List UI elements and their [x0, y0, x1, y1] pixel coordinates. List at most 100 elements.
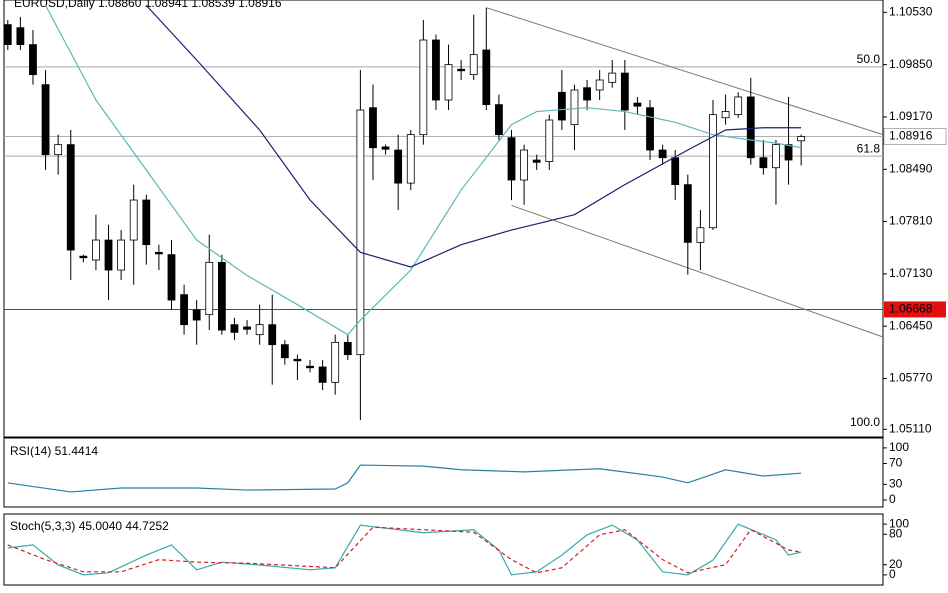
candle-body — [331, 341, 340, 383]
candle-body — [92, 239, 100, 261]
candle-body — [671, 157, 680, 186]
alert-label: 1.06668 — [889, 302, 933, 316]
candle-body — [469, 54, 478, 76]
fib-label: 50.0 — [857, 52, 881, 66]
candle-body — [117, 239, 126, 271]
candle-body — [784, 144, 793, 161]
candle-body — [721, 111, 730, 119]
candle-body — [41, 84, 50, 156]
candle-body — [243, 326, 251, 330]
indicator-line — [7, 523, 802, 576]
y-tick-label: 100 — [889, 440, 909, 454]
candle-body — [29, 44, 37, 76]
candle-body — [356, 109, 365, 356]
candle-body — [280, 344, 289, 359]
y-tick-label: 1.06450 — [889, 318, 933, 332]
y-tick-label: 1.05770 — [889, 371, 933, 385]
price-box — [883, 127, 947, 145]
candle-body — [381, 146, 390, 150]
y-tick-label: 0 — [889, 492, 896, 506]
alert-box — [884, 301, 946, 318]
candle-body — [620, 72, 629, 111]
candle-body — [583, 87, 591, 101]
candle-body — [142, 199, 151, 246]
candle-body — [734, 96, 743, 116]
candle-body — [217, 261, 226, 331]
candle-body — [79, 255, 88, 259]
y-tick-label: 1.09850 — [889, 57, 933, 71]
candle-body — [154, 251, 163, 255]
candle-body — [293, 358, 302, 362]
candle-body — [772, 144, 780, 169]
y-tick-label: 1.07130 — [889, 266, 933, 280]
fib-label: 61.8 — [857, 141, 881, 155]
candle-body — [406, 134, 415, 184]
y-tick-label: 20 — [889, 557, 903, 571]
candle-body — [709, 114, 717, 229]
y-tick-label: 100 — [889, 516, 909, 530]
candle-body — [608, 72, 617, 83]
candle-body — [633, 102, 642, 107]
candle-body — [16, 27, 25, 46]
indicator-line — [45, 5, 802, 336]
indicator-line — [7, 464, 802, 493]
trend-line — [511, 204, 884, 338]
candle-body — [759, 157, 768, 169]
candle-body — [557, 91, 566, 121]
candle-body — [746, 96, 755, 159]
candle-body — [394, 149, 403, 184]
candle-body — [104, 239, 113, 271]
candle-body — [646, 107, 654, 151]
y-tick-label: 1.10530 — [889, 4, 933, 18]
candle-body — [444, 64, 453, 101]
candle-body — [658, 149, 667, 159]
y-tick-label: 1.08490 — [889, 161, 933, 175]
y-tick-label: 1.09170 — [889, 109, 933, 123]
candle-body — [369, 107, 377, 149]
candle-body — [570, 89, 579, 126]
price-label: 1.08916 — [889, 129, 933, 143]
y-tick-label: 70 — [889, 456, 903, 470]
candle-body — [167, 254, 176, 301]
candle-body — [343, 341, 352, 356]
candle-body — [457, 68, 466, 72]
candle-body — [54, 144, 63, 156]
candle-body — [419, 39, 428, 136]
stoch-panel — [3, 513, 884, 586]
candle-body — [268, 324, 277, 346]
candle-body — [180, 294, 188, 326]
candle-body — [3, 24, 12, 46]
candle-body — [520, 149, 528, 181]
candle-body — [66, 144, 75, 251]
candle-body — [696, 227, 705, 243]
candle-body — [129, 199, 138, 241]
y-tick-label: 1.05110 — [889, 421, 932, 435]
candle-body — [797, 136, 806, 142]
candle-body — [683, 184, 692, 243]
main-panel — [3, 0, 884, 438]
y-tick-label: 80 — [889, 526, 903, 540]
candle-body — [230, 324, 239, 333]
y-tick-label: 1.07810 — [889, 214, 933, 228]
candle-body — [318, 366, 327, 383]
candle-body — [205, 261, 214, 316]
y-tick-label: 30 — [889, 477, 903, 491]
fib-label: 100.0 — [850, 415, 880, 429]
candle-body — [495, 104, 503, 136]
stoch-title: Stoch(5,3,3) 45.0040 44.7252 — [10, 519, 169, 533]
candle-body — [192, 309, 201, 321]
candle-body — [306, 365, 314, 369]
trend-line — [486, 7, 884, 136]
candle-body — [507, 137, 516, 181]
chart-title: EURUSD,Daily 1.08860 1.08941 1.08539 1.0… — [14, 0, 282, 10]
rsi-panel — [3, 437, 884, 508]
rsi-title: RSI(14) 51.4414 — [10, 444, 98, 458]
candle-body — [482, 49, 491, 106]
candle-body — [545, 119, 554, 162]
indicator-line — [145, 4, 802, 268]
candle-body — [432, 39, 440, 101]
candle-body — [255, 324, 264, 336]
